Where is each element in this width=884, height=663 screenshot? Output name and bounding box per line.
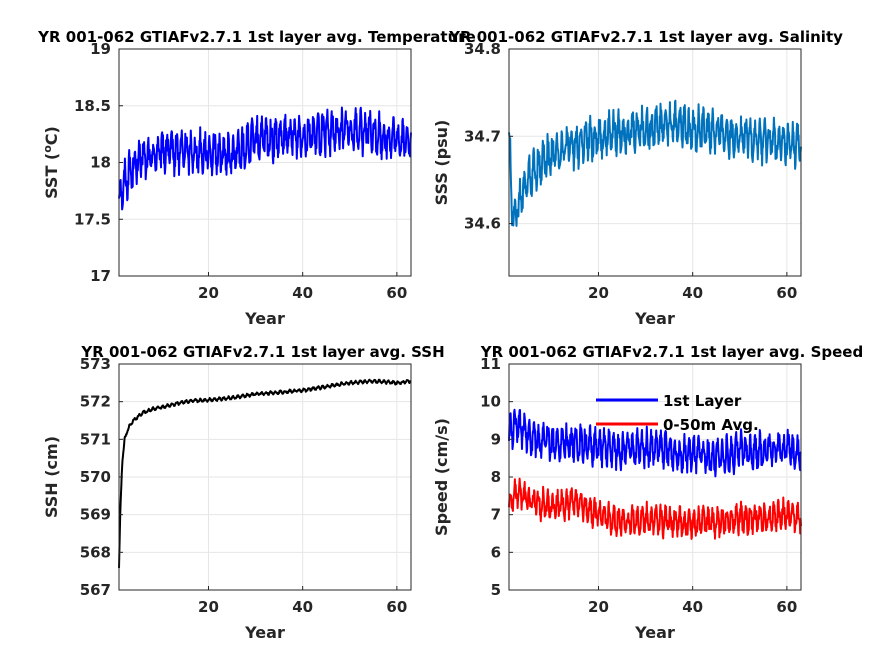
x-tick-label: 40 — [292, 284, 313, 302]
y-tick-label: 9 — [491, 430, 501, 448]
panel-temperature: 20 40 60 17 17.5 18 18.5 19 Year SST (oC) YR 001-0… — [37, 28, 476, 328]
x-tick-label: 60 — [776, 598, 797, 616]
y-tick-label: 34.6 — [464, 215, 501, 233]
y-tick-label: 7 — [491, 506, 501, 524]
y-axis-label: SSH (cm) — [42, 436, 61, 518]
y-tick-label: 5 — [491, 581, 501, 599]
y-tick-label: 573 — [80, 355, 111, 373]
series-line — [508, 408, 802, 478]
chart-title: YR 001-062 GTIAFv2.7.1 1st layer avg. Sp… — [480, 343, 863, 361]
y-tick-label: 572 — [80, 393, 111, 411]
y-tick-label: 17.5 — [74, 210, 111, 228]
y-tick-label: 18.5 — [74, 97, 111, 115]
legend-label: 1st Layer — [663, 392, 742, 410]
panel-ssh: 20 40 60 567 568 569 570 571 572 573 Year SSH (cm) Y… — [42, 343, 445, 642]
y-tick-label: 6 — [491, 543, 501, 561]
y-tick-label: 19 — [90, 40, 111, 58]
x-tick-label: 60 — [776, 284, 797, 302]
y-tick-label: 18 — [90, 154, 111, 172]
series-line — [508, 477, 802, 540]
y-tick-label: 570 — [80, 468, 111, 486]
y-axis-label: Speed (cm/s) — [432, 418, 451, 536]
panel-speed: 20 40 60 5 6 7 8 9 10 11 Year Speed (cm/s) YR 001-06… — [432, 343, 863, 642]
y-axis-label: SST (oC) — [41, 126, 62, 199]
y-tick-label: 569 — [80, 506, 111, 524]
x-axis-label: Year — [634, 623, 675, 642]
series-line — [118, 378, 412, 569]
x-tick-label: 20 — [198, 284, 219, 302]
x-tick-label: 20 — [198, 598, 219, 616]
y-tick-label: 568 — [80, 543, 111, 561]
x-tick-label: 40 — [682, 284, 703, 302]
y-tick-label: 34.7 — [464, 127, 501, 145]
x-tick-label: 60 — [386, 284, 407, 302]
x-tick-label: 40 — [682, 598, 703, 616]
series-line — [118, 106, 412, 211]
y-tick-label: 10 — [480, 393, 501, 411]
x-tick-label: 40 — [292, 598, 313, 616]
x-tick-label: 20 — [588, 284, 609, 302]
panel-salinity: 20 40 60 34.6 34.7 34.8 Year SSS (psu) YR 001-06… — [432, 28, 843, 328]
series-line — [508, 99, 802, 227]
y-tick-label: 17 — [90, 267, 111, 285]
legend-label: 0-50m Avg. — [663, 416, 759, 434]
chart-title: YR 001-062 GTIAFv2.7.1 1st layer avg. Sa… — [448, 28, 843, 46]
y-tick-label: 34.8 — [464, 40, 501, 58]
y-axis-label: SSS (psu) — [432, 120, 451, 206]
chart-title: YR 001-062 GTIAFv2.7.1 1st layer avg. Te… — [37, 28, 476, 46]
plot-area — [509, 49, 801, 276]
y-tick-label: 11 — [480, 355, 501, 373]
x-axis-label: Year — [634, 309, 675, 328]
x-axis-label: Year — [244, 309, 285, 328]
y-tick-label: 571 — [80, 430, 111, 448]
y-tick-label: 567 — [80, 581, 111, 599]
x-tick-label: 60 — [386, 598, 407, 616]
x-axis-label: Year — [244, 623, 285, 642]
chart-title: YR 001-062 GTIAFv2.7.1 1st layer avg. SS… — [80, 343, 444, 361]
axes-box — [508, 48, 802, 277]
x-tick-label: 20 — [588, 598, 609, 616]
y-tick-label: 8 — [491, 468, 501, 486]
